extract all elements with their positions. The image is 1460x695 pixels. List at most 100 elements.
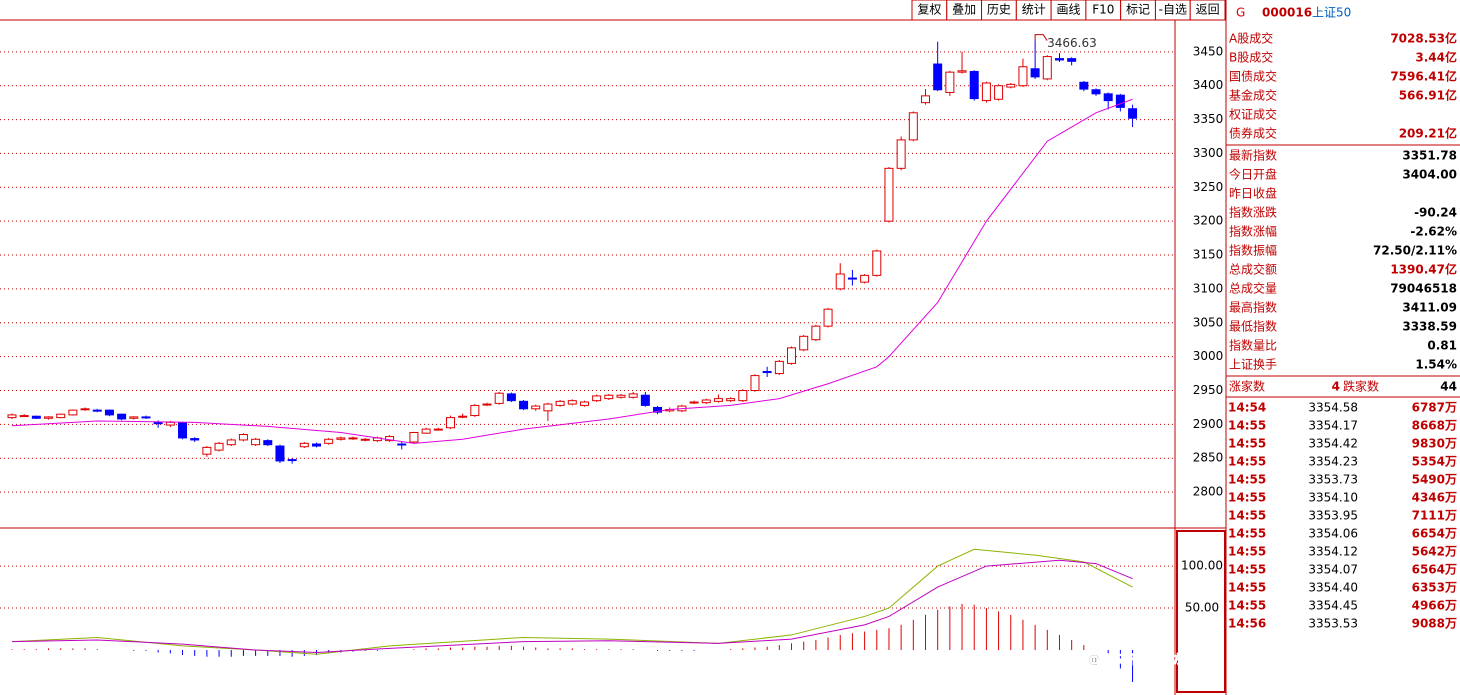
candle-body: [226, 439, 236, 446]
candle-body: [482, 403, 492, 406]
candle-body: [981, 82, 991, 102]
candle-body: [1067, 58, 1077, 62]
candle-body: [348, 437, 358, 440]
candle-body: [1091, 89, 1101, 95]
tick-time: 14:55: [1228, 545, 1266, 559]
toolbar-button-label[interactable]: 返回: [1196, 3, 1220, 17]
tick-price: 3354.12: [1308, 545, 1358, 559]
scale-frame: [1176, 530, 1226, 693]
y-tick-label: 3050: [1193, 315, 1224, 329]
stat-value: 1390.47亿: [1390, 262, 1457, 277]
candle-body: [1018, 66, 1028, 87]
candle-body: [762, 371, 772, 374]
stat-value: 7028.53亿: [1390, 31, 1457, 46]
candle-body: [847, 277, 857, 280]
tick-price: 3354.45: [1308, 599, 1358, 613]
candle-body: [506, 393, 516, 402]
candle-body: [360, 438, 370, 441]
candle-body: [397, 443, 407, 446]
stat-label: 最高指数: [1229, 300, 1277, 315]
candle-body: [299, 442, 309, 448]
stat-value: 3351.78: [1402, 149, 1457, 163]
breadth-label: 涨家数: [1229, 379, 1265, 394]
high-marker: [1034, 34, 1048, 41]
tick-price: 3354.40: [1308, 581, 1358, 595]
y-tick-label: 3100: [1193, 281, 1224, 295]
toolbar-button-label[interactable]: F10: [1092, 3, 1114, 17]
candle-body: [933, 63, 943, 91]
candle-body: [835, 273, 845, 290]
candle-body: [68, 409, 78, 416]
toolbar-button[interactable]: [1189, 0, 1226, 21]
tick-volume: 4966万: [1412, 599, 1457, 613]
stat-label: 今日开盘: [1229, 167, 1277, 182]
tick-volume: 5490万: [1412, 473, 1457, 487]
tick-price: 3353.53: [1308, 617, 1358, 631]
stat-value: -90.24: [1414, 206, 1457, 220]
stat-label: B股成交: [1229, 50, 1273, 65]
stat-label: 权证成交: [1229, 107, 1277, 122]
candle-body: [92, 409, 102, 412]
y-tick-label: 3000: [1193, 349, 1224, 363]
candle-body: [470, 404, 480, 417]
tick-volume: 8668万: [1412, 419, 1457, 433]
y-tick-label: 3450: [1193, 44, 1224, 58]
candle-body: [1115, 94, 1125, 108]
candle-body: [555, 400, 565, 406]
candle-body: [811, 325, 821, 341]
candle-body: [994, 85, 1004, 100]
breadth-value: 44: [1440, 380, 1457, 394]
y-tick-label: 3250: [1193, 180, 1224, 194]
toolbar-button-label[interactable]: 统计: [1022, 3, 1046, 17]
tick-volume: 5642万: [1412, 545, 1457, 559]
candle-body: [884, 167, 894, 222]
stat-value: 79046518: [1390, 282, 1457, 296]
stat-label: 最低指数: [1229, 319, 1277, 334]
y-tick-label: 2800: [1193, 485, 1224, 499]
candle-body: [774, 360, 784, 375]
stat-label: 总成交量: [1229, 281, 1277, 296]
tick-price: 3354.06: [1308, 527, 1358, 541]
tick-volume: 7111万: [1412, 509, 1457, 523]
candle-body: [908, 112, 918, 141]
toolbar-button-label[interactable]: 叠加: [952, 3, 976, 17]
candle-body: [957, 70, 967, 73]
y-tick-label: 3150: [1193, 248, 1224, 262]
toolbar-button-label[interactable]: 复权: [917, 3, 941, 17]
toolbar-button-label[interactable]: 标记: [1126, 3, 1150, 17]
tick-volume: 6654万: [1412, 527, 1457, 541]
stat-value: 3338.59: [1402, 320, 1457, 334]
candle-body: [896, 139, 906, 169]
stat-label: 最新指数: [1229, 148, 1277, 163]
toolbar-button-label[interactable]: 历史: [987, 3, 1011, 17]
y-tick-label: 3350: [1193, 112, 1224, 126]
tick-time: 14:55: [1228, 437, 1266, 451]
flag: G: [1236, 6, 1245, 20]
candle-body: [44, 416, 54, 419]
candle-body: [653, 406, 663, 413]
candle-body: [738, 390, 748, 402]
toolbar-button-label[interactable]: -自选: [1159, 3, 1187, 17]
stat-value: 7596.41亿: [1390, 69, 1457, 84]
toolbar-button-label[interactable]: 画线: [1056, 3, 1080, 17]
candle-body: [80, 408, 90, 411]
stat-label: A股成交: [1229, 31, 1273, 46]
candle-body: [787, 347, 797, 364]
candle-body: [713, 398, 723, 402]
tick-price: 3354.10: [1308, 491, 1358, 505]
candle-body: [178, 422, 188, 439]
candle-body: [592, 395, 602, 402]
tick-time: 14:55: [1228, 419, 1266, 433]
candle-body: [409, 431, 419, 443]
code: 000016: [1262, 6, 1312, 20]
tick-price: 3353.95: [1308, 509, 1358, 523]
tick-volume: 9830万: [1412, 437, 1457, 451]
candle-body: [567, 400, 577, 405]
stat-value: 72.50/2.11%: [1373, 244, 1457, 258]
candle-body: [604, 394, 614, 400]
candle-body: [543, 403, 553, 412]
macd-line: [11, 559, 1133, 654]
stat-label: 总成交额: [1229, 262, 1277, 277]
stat-label: 昨日收盘: [1229, 186, 1277, 201]
high-annotation: 3466.63: [1047, 36, 1097, 50]
